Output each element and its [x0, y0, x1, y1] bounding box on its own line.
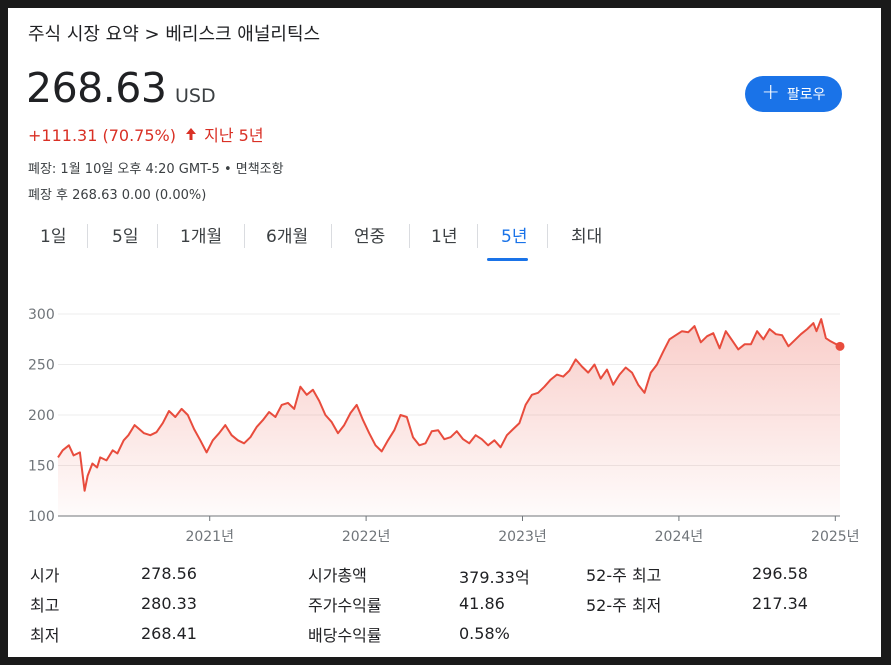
price-area-fill: [58, 319, 840, 516]
stock-price: 268.63: [26, 64, 167, 112]
tab-separator: [157, 224, 158, 248]
stock-summary-card: 주식 시장 요약 > 베리스크 애널리틱스 268.63 USD +111.31…: [8, 8, 881, 657]
x-tick-label: 2021년: [185, 529, 234, 545]
stat-label: 시가총액: [308, 566, 367, 585]
stat-label: 52-주 최고: [586, 566, 662, 585]
currency-label: USD: [175, 85, 216, 107]
y-tick-label: 150: [28, 459, 55, 475]
tab-5[interactable]: 연중: [354, 227, 386, 247]
after-hours-info: 폐장 후 268.63 0.00 (0.00%): [28, 188, 207, 203]
tab-separator: [331, 224, 332, 248]
tab-3[interactable]: 1개월: [180, 227, 223, 247]
tab-2[interactable]: 5일: [112, 227, 139, 247]
arrow-up-icon: [185, 126, 197, 145]
tab-7[interactable]: 5년: [501, 227, 528, 247]
stat-value: 41.86: [459, 594, 505, 613]
tab-8[interactable]: 최대: [571, 227, 603, 247]
time-range-tabs: 1일 5일 1개월 6개월 연중 1년 5년 최대: [22, 218, 622, 261]
tab-separator: [547, 224, 548, 248]
change-period: 지난 5년: [204, 126, 264, 145]
tab-separator: [477, 224, 478, 248]
tab-separator: [408, 224, 410, 248]
stat-label: 최고: [30, 596, 60, 615]
x-tick-label: 2025년: [811, 529, 860, 545]
change-amount: +111.31 (70.75%): [28, 126, 176, 145]
follow-label: 팔로우: [786, 87, 826, 103]
x-tick-label: 2023년: [498, 529, 547, 545]
stat-label: 배당수익률: [308, 626, 382, 645]
stat-value: 379.33억: [459, 568, 530, 587]
active-tab-indicator: [487, 258, 528, 261]
stat-label: 최저: [30, 626, 60, 645]
tab-separator: [87, 224, 88, 248]
stat-value: 268.41: [141, 624, 197, 643]
y-tick-label: 200: [28, 408, 55, 424]
stat-label: 시가: [30, 566, 60, 585]
tab-separator: [244, 224, 245, 248]
follow-button[interactable]: + 팔로우: [745, 76, 842, 112]
market-closed-info: 폐장: 1월 10일 오후 4:20 GMT-5 • 면책조항: [28, 162, 284, 177]
y-tick-label: 250: [28, 358, 55, 374]
tab-1[interactable]: 1일: [40, 227, 67, 247]
tab-4[interactable]: 6개월: [266, 227, 309, 247]
tab-6[interactable]: 1년: [431, 227, 458, 247]
stat-value: 278.56: [141, 564, 197, 583]
y-tick-label: 300: [28, 307, 55, 323]
stat-value: 296.58: [752, 564, 808, 583]
stat-value: 280.33: [141, 594, 197, 613]
x-tick-label: 2022년: [342, 529, 391, 545]
stat-value: 0.58%: [459, 624, 510, 643]
stat-label: 52-주 최저: [586, 596, 662, 615]
breadcrumb[interactable]: 주식 시장 요약 > 베리스크 애널리틱스: [28, 24, 321, 45]
x-tick-label: 2024년: [655, 529, 704, 545]
stat-value: 217.34: [752, 594, 808, 613]
y-tick-label: 100: [28, 509, 55, 525]
plus-icon: +: [761, 80, 780, 105]
stat-label: 주가수익률: [308, 596, 382, 615]
price-chart: 300 250 200 150 100 2021년 2022년 2023년 2024년 2025년: [28, 307, 860, 545]
current-price-dot: [835, 341, 845, 351]
price-change: +111.31 (70.75%) 지난 5년: [28, 122, 264, 146]
price-line[interactable]: [57, 318, 841, 492]
